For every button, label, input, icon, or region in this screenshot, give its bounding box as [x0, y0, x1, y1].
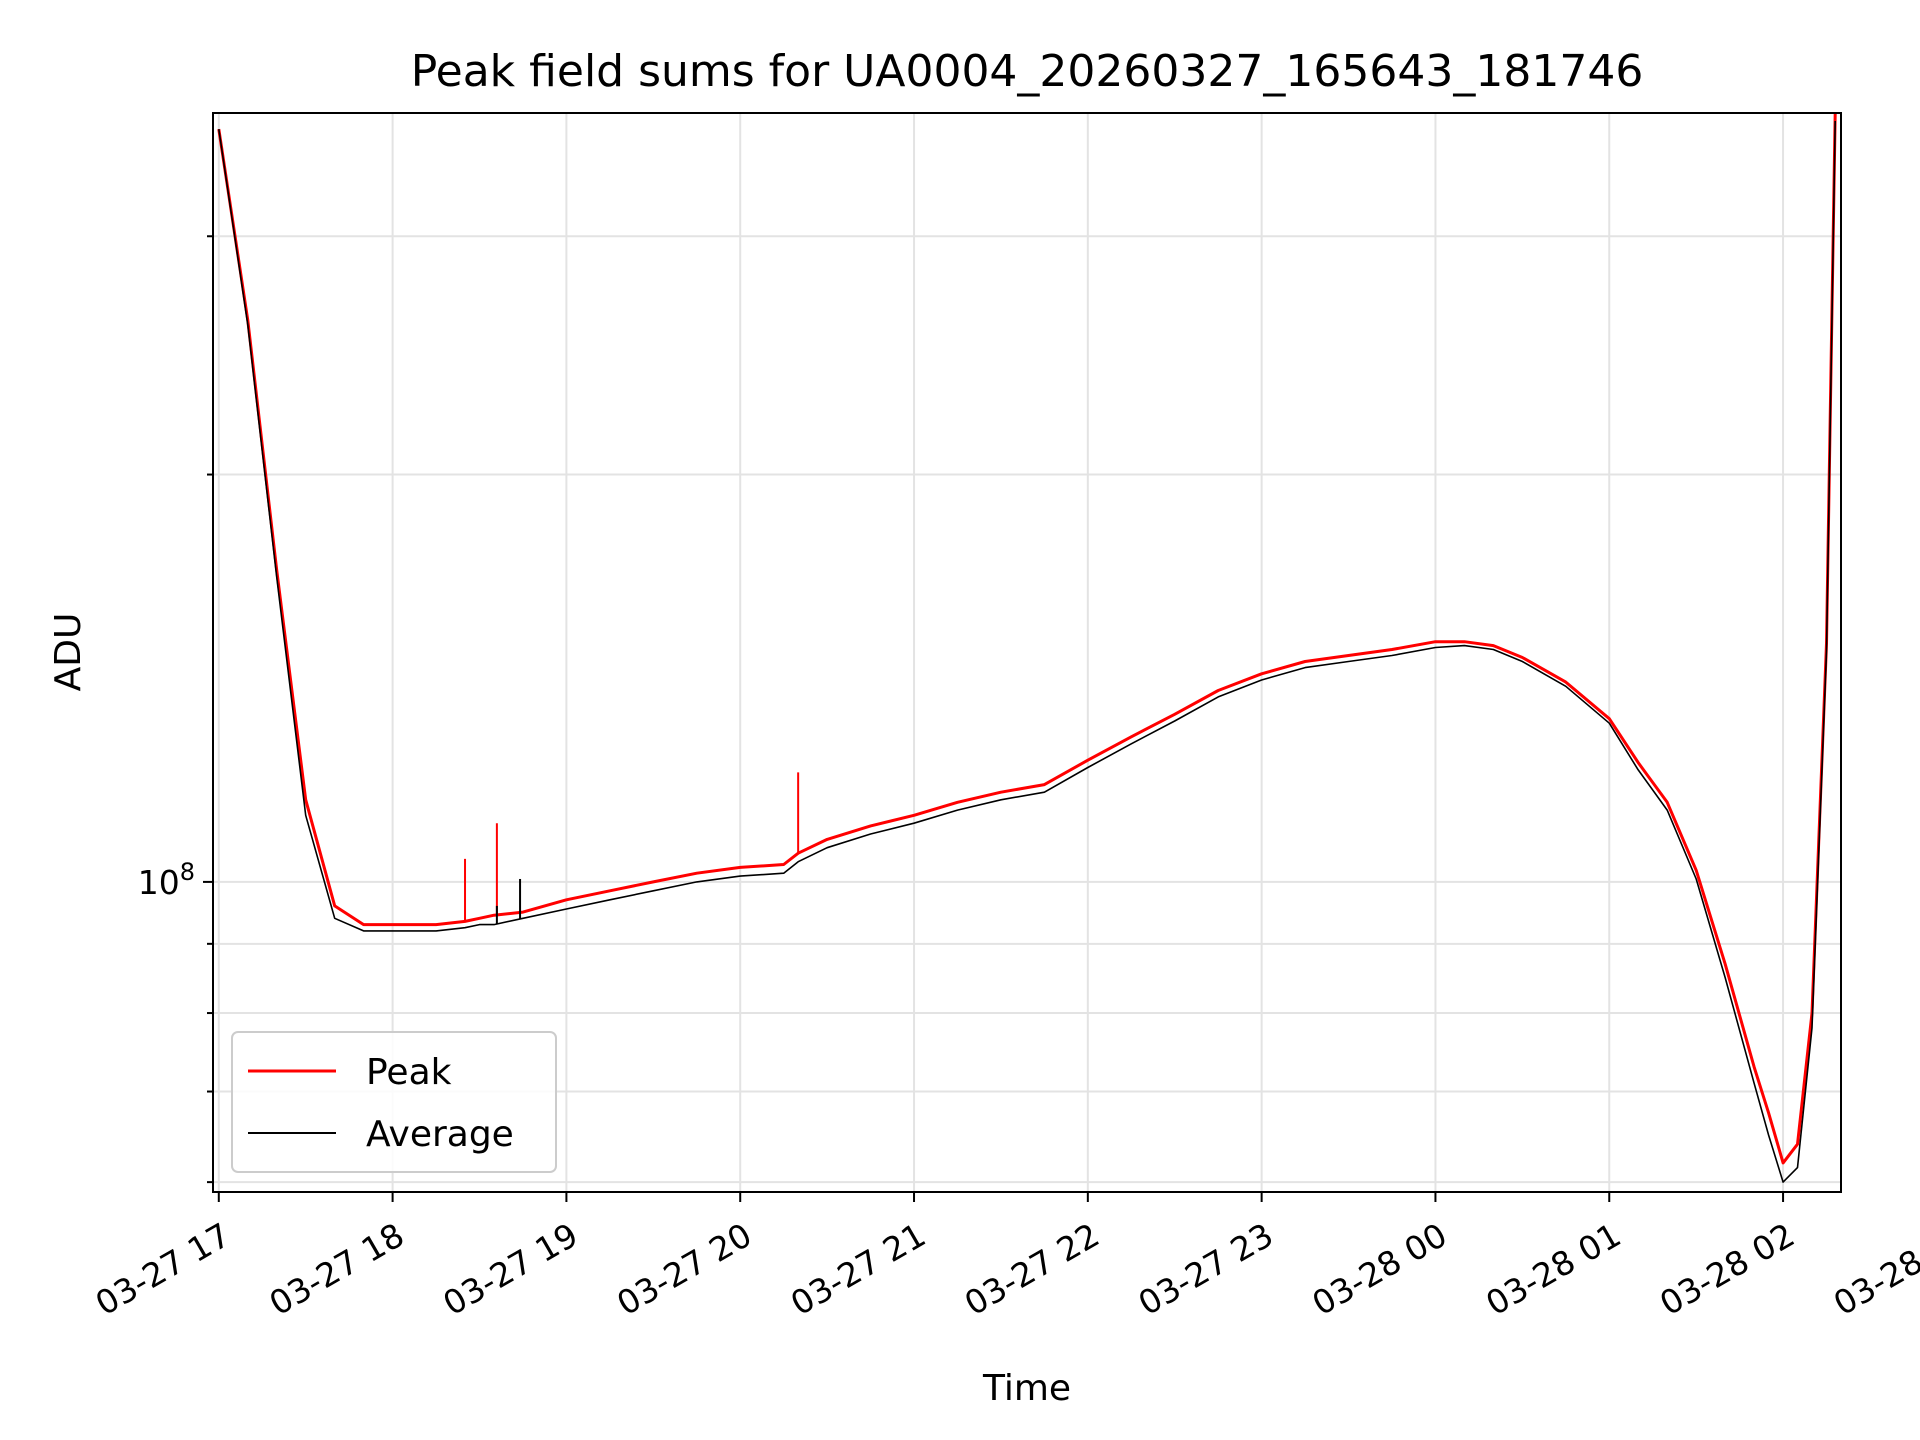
- x-axis-label: Time: [982, 1368, 1071, 1409]
- chart-title: Peak field sums for UA0004_20260327_1656…: [411, 46, 1644, 97]
- series-line-average: [218, 120, 1836, 1183]
- legend-label-average: Average: [366, 1114, 514, 1155]
- y-axis-label: ADU: [48, 613, 89, 692]
- series-line-peak: [217, 112, 1837, 1165]
- y-axis: 108: [138, 235, 213, 1184]
- plot-lines: [217, 112, 1837, 1183]
- y-tick-label: 108: [138, 858, 195, 902]
- legend: Peak Average: [231, 1031, 557, 1173]
- legend-box: [231, 1031, 557, 1173]
- legend-label-peak: Peak: [366, 1052, 452, 1093]
- plot-frame: [212, 112, 1842, 1193]
